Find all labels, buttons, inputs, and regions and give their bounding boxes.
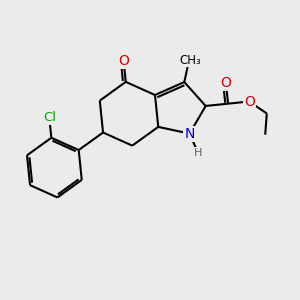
Text: O: O [220,76,231,89]
Text: N: N [184,127,195,141]
Text: O: O [244,94,255,109]
Text: H: H [194,148,202,158]
Text: CH₃: CH₃ [179,53,201,67]
Text: Cl: Cl [43,111,56,124]
Text: O: O [118,54,129,68]
